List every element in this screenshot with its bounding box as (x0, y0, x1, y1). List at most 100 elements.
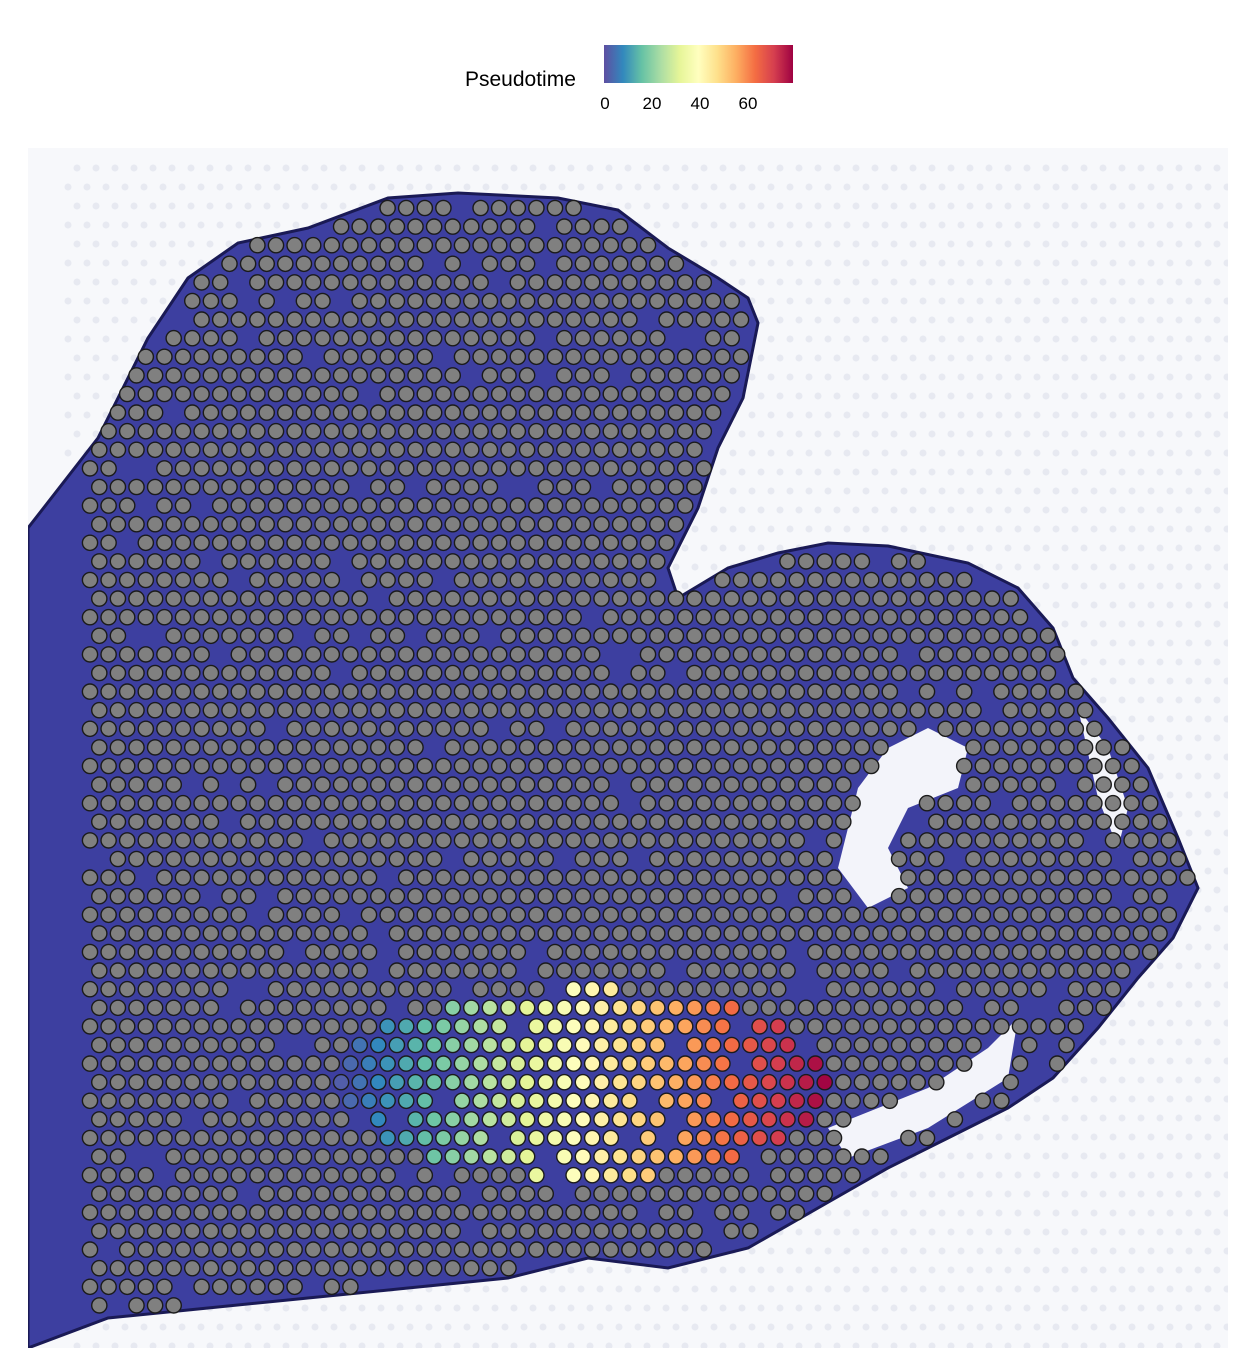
background-spot (757, 430, 765, 438)
background-spot (1223, 1247, 1228, 1255)
spot-na (193, 534, 210, 552)
background-spot (919, 1323, 927, 1331)
background-spot (1185, 1095, 1193, 1103)
background-spot (1023, 240, 1031, 248)
background-spot (919, 259, 927, 267)
spot-na (146, 664, 164, 682)
spot-na (658, 534, 675, 552)
spot-na (546, 757, 564, 775)
background-spot (1223, 449, 1228, 457)
spot-na (704, 590, 722, 607)
background-spot (1213, 354, 1221, 362)
spot-na (379, 720, 396, 738)
background-spot (776, 544, 784, 552)
background-spot (1156, 1266, 1164, 1274)
spot-na (556, 367, 573, 384)
spot-na (239, 255, 257, 273)
spot-na (211, 348, 229, 366)
background-spot (738, 240, 746, 248)
background-spot (529, 1304, 537, 1312)
background-spot (900, 411, 908, 419)
background-spot (121, 221, 129, 229)
background-spot (1090, 1323, 1098, 1331)
spot-na (379, 422, 396, 440)
spot-na (1002, 664, 1020, 682)
background-spot (710, 221, 718, 229)
background-spot (767, 183, 775, 191)
spot-na (993, 683, 1010, 700)
background-spot (795, 316, 803, 324)
background-spot (102, 1323, 110, 1331)
background-spot (1023, 430, 1031, 438)
spot-na (360, 348, 378, 366)
background-spot (1223, 1171, 1228, 1179)
background-spot (795, 1342, 803, 1348)
spot-na (881, 683, 899, 700)
spot-na (416, 460, 434, 477)
background-spot (1004, 164, 1012, 172)
spot-na (565, 571, 582, 589)
background-spot (1204, 1057, 1212, 1065)
spot-na (844, 608, 861, 626)
background-spot (168, 240, 176, 248)
background-spot (1052, 1095, 1060, 1103)
background-spot (776, 202, 784, 210)
background-spot (871, 1304, 879, 1312)
background-spot (862, 297, 870, 305)
background-spot (900, 183, 908, 191)
background-spot (966, 544, 974, 552)
background-spot (102, 373, 110, 381)
spot-na (602, 608, 620, 626)
spot-na (574, 329, 592, 347)
background-spot (748, 1247, 756, 1255)
spot-na (267, 757, 285, 775)
spot-na (239, 776, 257, 793)
background-spot (928, 544, 936, 552)
spot-na (676, 720, 694, 738)
spot-na (342, 274, 359, 291)
spot-na (1011, 757, 1029, 775)
spot-na (174, 385, 192, 403)
background-spot (1194, 1228, 1202, 1236)
background-spot (64, 335, 72, 343)
background-spot (881, 1323, 889, 1331)
background-spot (1194, 1152, 1202, 1160)
spot-na (156, 460, 173, 477)
background-spot (957, 259, 965, 267)
spot-na (81, 757, 99, 775)
background-spot (1023, 1266, 1031, 1274)
background-spot (1223, 373, 1228, 381)
background-spot (1204, 1247, 1212, 1255)
background-spot (976, 183, 984, 191)
background-spot (814, 1342, 822, 1348)
background-spot (1004, 506, 1012, 514)
spot-na (230, 497, 248, 514)
spot-na (453, 571, 471, 589)
spot-na (407, 739, 424, 756)
background-spot (776, 1304, 784, 1312)
background-spot (1185, 487, 1193, 495)
spot-na (202, 776, 220, 793)
background-spot (1023, 392, 1031, 400)
spot-na (100, 571, 117, 589)
spot-na (397, 236, 415, 254)
background-spot (1099, 202, 1107, 210)
background-spot (957, 335, 965, 343)
background-spot (919, 335, 927, 343)
background-spot (1090, 563, 1098, 571)
background-spot (824, 373, 832, 381)
spot-na (351, 218, 369, 235)
background-spot (1166, 1133, 1174, 1141)
background-spot (1147, 183, 1155, 191)
background-spot (83, 373, 91, 381)
background-spot (64, 259, 72, 267)
spot-na (1067, 720, 1085, 738)
spot-na (881, 571, 899, 589)
spot-na (342, 422, 359, 440)
background-spot (805, 259, 813, 267)
spot-na (156, 683, 173, 700)
background-spot (852, 506, 860, 514)
background-spot (1014, 1171, 1022, 1179)
spot-na (342, 534, 359, 552)
spot-na (853, 627, 871, 645)
